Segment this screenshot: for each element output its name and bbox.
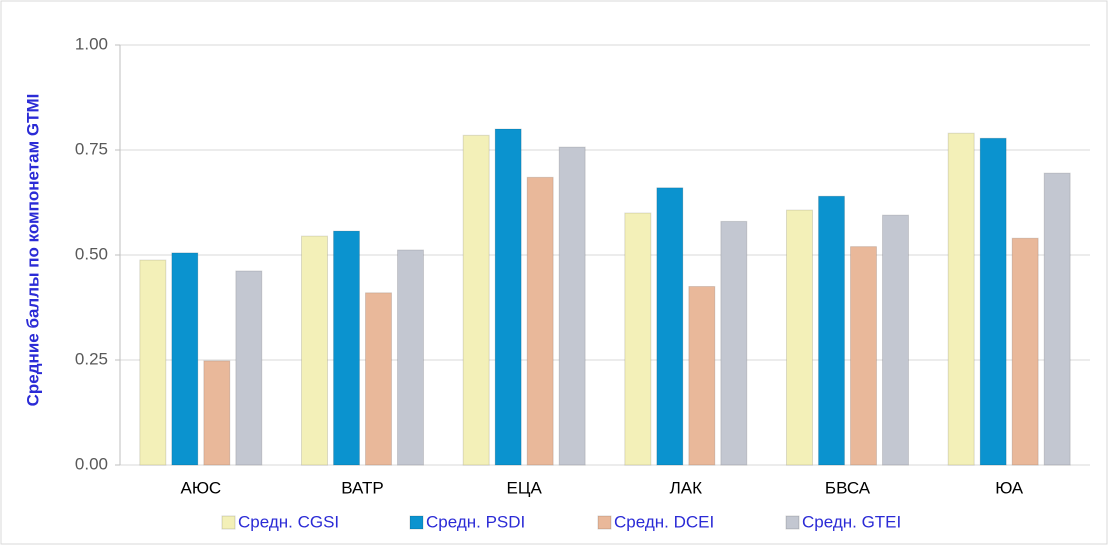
bar — [203, 360, 231, 466]
legend-swatch — [221, 515, 236, 530]
y-tick-label: 0.50 — [75, 244, 108, 263]
x-tick-label: ЮА — [995, 478, 1024, 497]
legend-swatch — [597, 515, 612, 530]
x-tick-label: ЕЦА — [507, 478, 543, 497]
bar — [818, 195, 845, 466]
bar — [494, 128, 522, 466]
bar — [235, 270, 263, 466]
bar — [624, 212, 652, 466]
bar — [558, 146, 586, 466]
legend-label: Средн. PSDI — [426, 512, 525, 531]
bar — [688, 286, 716, 466]
bar — [365, 292, 392, 466]
bar — [947, 132, 975, 466]
bar — [1043, 172, 1071, 466]
bar — [882, 214, 909, 466]
bar — [526, 176, 554, 466]
bar — [397, 249, 424, 466]
bar — [171, 252, 199, 466]
bar — [333, 230, 360, 466]
bar — [786, 209, 813, 466]
x-tick-label: БВСА — [825, 478, 871, 497]
y-tick-label: 1.00 — [75, 34, 108, 53]
bar — [850, 246, 877, 466]
bar — [301, 235, 328, 466]
y-tick-label: 0.00 — [75, 454, 108, 473]
bar — [656, 187, 684, 466]
y-axis-label: Средние баллы по компонетам GTMI — [23, 94, 42, 407]
legend-label: Средн. CGSI — [238, 512, 339, 531]
bar — [720, 220, 748, 466]
legend-label: Средн. GTEI — [802, 512, 901, 531]
y-tick-label: 0.75 — [75, 139, 108, 158]
legend-swatch — [785, 515, 800, 530]
x-tick-label: ЛАК — [670, 478, 702, 497]
legend-swatch — [409, 515, 424, 530]
bar — [979, 137, 1007, 466]
bar — [462, 134, 490, 466]
bar — [1011, 237, 1039, 466]
y-tick-label: 0.25 — [75, 349, 108, 368]
bar — [139, 259, 167, 466]
legend-label: Средн. DCEI — [614, 512, 714, 531]
x-tick-label: АЮС — [181, 478, 222, 497]
x-tick-label: ВАТР — [341, 478, 384, 497]
